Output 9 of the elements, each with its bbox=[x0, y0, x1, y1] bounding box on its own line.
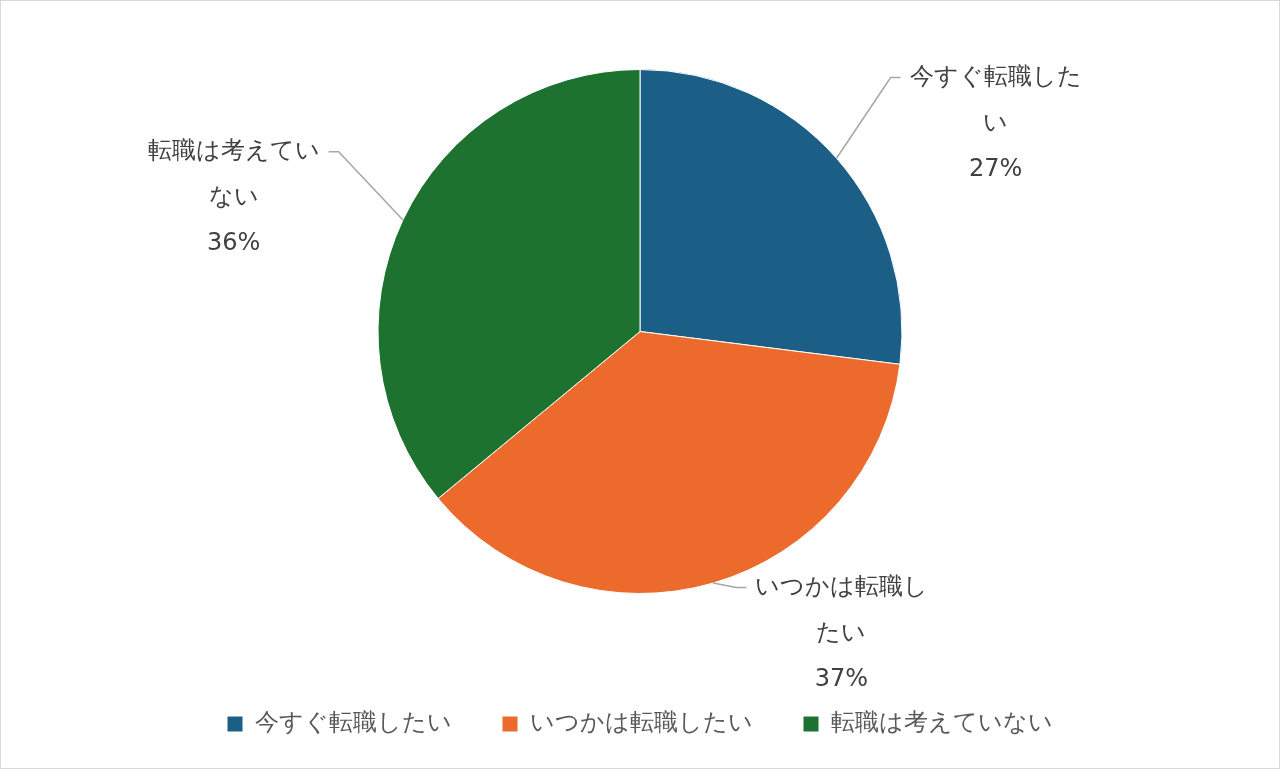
legend-label: いつかは転職したい bbox=[530, 708, 753, 737]
data-label: 27% bbox=[968, 153, 1023, 182]
slice-label: 転職は考えていない bbox=[147, 135, 320, 210]
legend-label: 今すぐ転職したい bbox=[255, 708, 452, 737]
legend-label: 転職は考えていない bbox=[831, 708, 1053, 737]
data-label: 37% bbox=[814, 663, 869, 692]
data-label: 36% bbox=[207, 227, 261, 256]
slice-label: いつかは転職したい bbox=[754, 571, 928, 646]
slice-label: 今すぐ転職したい bbox=[909, 61, 1082, 136]
